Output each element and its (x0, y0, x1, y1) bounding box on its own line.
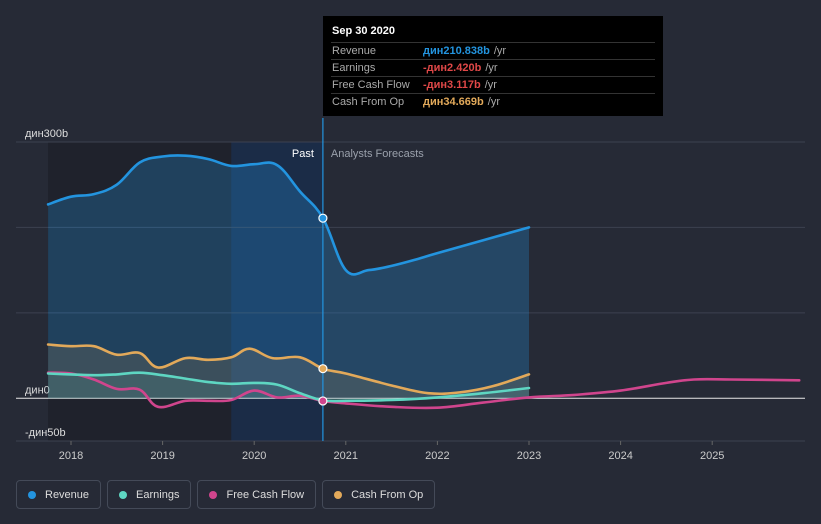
marker-free-cash-flow (318, 396, 328, 406)
marker-revenue (318, 213, 328, 223)
tooltip-date: Sep 30 2020 (332, 25, 395, 37)
series-line-earnings (46, 371, 531, 403)
x-tick-label: 2022 (425, 450, 449, 462)
tooltip-value: -дин2.420b (423, 62, 482, 74)
tooltip-row-cash-from-op: Cash From Op дин34.669b /yr (331, 93, 655, 110)
tooltip-unit: /yr (493, 45, 507, 57)
marker-cash-from-op (318, 364, 328, 374)
x-tick-label: 2025 (700, 450, 724, 462)
chart-legend: Revenue Earnings Free Cash Flow Cash Fro… (16, 480, 436, 509)
x-tick-label: 2020 (242, 450, 266, 462)
x-tick-label: 2024 (608, 450, 632, 462)
legend-dot-icon (209, 490, 218, 499)
legend-item-revenue[interactable]: Revenue (16, 480, 102, 509)
tooltip-value: -дин3.117b (423, 79, 481, 91)
legend-dot-icon (28, 490, 36, 499)
series-fill-cash-from-op (48, 344, 529, 399)
tooltip-label: Free Cash Flow (332, 79, 410, 91)
series-fill-earnings (48, 372, 529, 402)
legend-dot-icon (119, 490, 128, 499)
past-region-bg (48, 142, 232, 441)
tooltip-label: Cash From Op (332, 96, 405, 108)
legend-label: Earnings (136, 488, 180, 501)
series-line-cash-from-op (46, 343, 531, 396)
tooltip-unit: /yr (485, 62, 498, 74)
x-tick-label: 2023 (517, 450, 541, 462)
legend-item-free-cash-flow[interactable]: Free Cash Flow (197, 480, 317, 509)
tooltip-value: дин210.838b (423, 45, 490, 57)
tooltip-label: Earnings (332, 62, 376, 74)
legend-dot-icon (334, 490, 343, 499)
y-axis-label: дин0 (25, 384, 50, 396)
tooltip-row-earnings: Earnings -дин2.420b /yr (331, 59, 655, 76)
tooltip-unit: /yr (484, 79, 497, 91)
x-tick-label: 2018 (59, 450, 83, 462)
y-axis-label: дин300b (25, 128, 68, 140)
x-tick-label: 2021 (334, 450, 358, 462)
tooltip-value: дин34.669b (423, 96, 484, 108)
tooltip-row-free-cash-flow: Free Cash Flow -дин3.117b /yr (331, 76, 655, 93)
forecast-label: Analysts Forecasts (331, 148, 424, 160)
tooltip-unit: /yr (487, 96, 500, 108)
tooltip-row-revenue: Revenue дин210.838b /yr (331, 42, 655, 59)
tooltip-label: Revenue (332, 45, 377, 57)
legend-item-cash-from-op[interactable]: Cash From Op (322, 480, 436, 509)
financial-chart: дин300b дин0 -дин50b 2018 2019 2020 2021 2022 20… (16, 118, 805, 462)
data-tooltip: Sep 30 2020 Revenue дин210.838b /yr Earn… (323, 16, 663, 116)
past-label: Past (292, 148, 314, 160)
x-tick-label: 2019 (150, 450, 174, 462)
legend-item-earnings[interactable]: Earnings (107, 480, 192, 509)
series-fill-revenue (48, 155, 529, 399)
past-highlight-bg (231, 142, 323, 441)
legend-label: Free Cash Flow (226, 488, 305, 501)
legend-label: Revenue (45, 488, 90, 501)
legend-label: Cash From Op (351, 488, 424, 501)
series-line-revenue (46, 154, 531, 276)
y-axis-label: -дин50b (25, 427, 66, 439)
